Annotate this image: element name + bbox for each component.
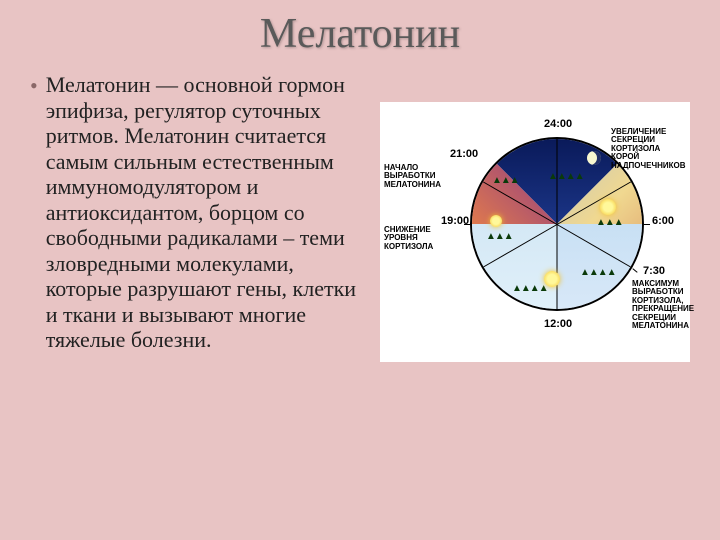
time-label-1900: 19:00: [441, 215, 469, 227]
sun-icon: [490, 215, 502, 227]
trees-icon: ▲▲▲▲: [580, 267, 616, 278]
trees-icon: ▲▲▲: [486, 231, 513, 242]
time-label-2100: 21:00: [450, 148, 478, 160]
bullet-dot-icon: •: [30, 72, 38, 353]
diagram-column: ▲▲▲ ▲▲▲▲ ▲▲▲ ▲▲▲▲ ▲▲▲▲ ▲▲▲ 24:00 21:00 1…: [380, 72, 690, 362]
annotation-cortisol-increase: УВЕЛИЧЕНИЕСЕКРЕЦИИКОРТИЗОЛА КОРОЙНАДПОЧЕ…: [611, 128, 690, 170]
trees-icon: ▲▲▲: [492, 175, 519, 186]
time-label-1200: 12:00: [544, 318, 572, 330]
circadian-clock-diagram: ▲▲▲ ▲▲▲▲ ▲▲▲ ▲▲▲▲ ▲▲▲▲ ▲▲▲ 24:00 21:00 1…: [380, 102, 690, 362]
tick: [464, 224, 470, 225]
trees-icon: ▲▲▲: [596, 217, 623, 228]
time-label-2400: 24:00: [544, 118, 572, 130]
trees-icon: ▲▲▲▲: [512, 283, 548, 294]
slide: Мелатонин • Мелатонин — основной гормон …: [0, 0, 720, 540]
divider: [557, 225, 558, 312]
trees-icon: ▲▲▲▲: [548, 171, 584, 182]
bullet-item: • Мелатонин — основной гормон эпифиза, р…: [30, 72, 366, 353]
time-label-0600: 6:00: [652, 215, 674, 227]
annotation-cortisol-decrease: СНИЖЕНИЕУРОВНЯКОРТИЗОЛА: [384, 226, 433, 251]
page-title: Мелатонин: [30, 10, 690, 58]
sun-icon: [544, 271, 560, 287]
moon-icon: [587, 151, 601, 165]
content-row: • Мелатонин — основной гормон эпифиза, р…: [30, 72, 690, 362]
tick: [644, 224, 650, 225]
annotation-cortisol-max: МАКСИМУМВЫРАБОТКИКОРТИЗОЛА,ПРЕКРАЩЕНИЕСЕ…: [632, 280, 694, 330]
annotation-melatonin-start: НАЧАЛОВЫРАБОТКИМЕЛАТОНИНА: [384, 164, 441, 189]
time-label-0730: 7:30: [643, 265, 665, 277]
bullet-text: Мелатонин — основной гормон эпифиза, рег…: [46, 72, 366, 353]
sun-icon: [600, 199, 616, 215]
text-column: • Мелатонин — основной гормон эпифиза, р…: [30, 72, 366, 362]
